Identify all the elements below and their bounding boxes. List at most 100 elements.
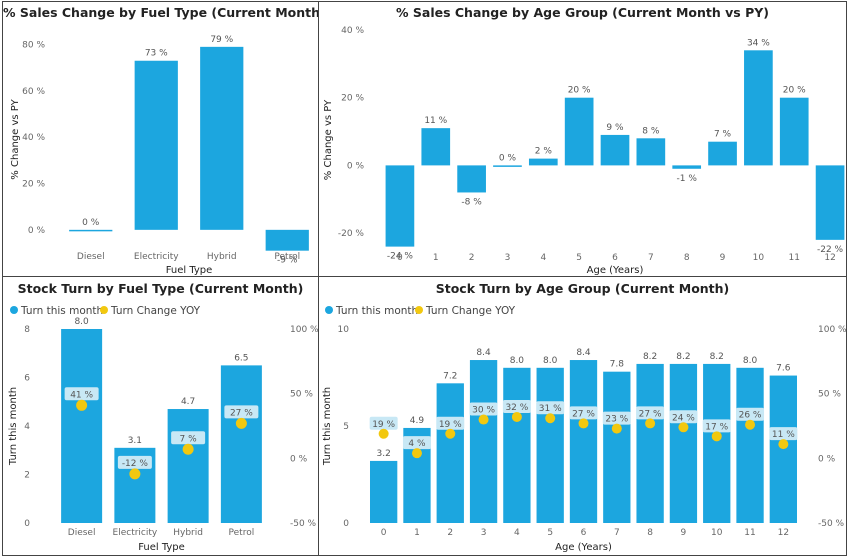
y2-tick-label: -50 % bbox=[290, 519, 317, 529]
yoy-label: 30 % bbox=[472, 406, 495, 416]
yoy-label: 19 % bbox=[439, 420, 462, 430]
x-tick-label: 4 bbox=[514, 528, 520, 538]
bar bbox=[769, 375, 798, 523]
x-tick-label: Hybrid bbox=[207, 252, 237, 262]
data-label: 9 % bbox=[606, 123, 624, 133]
y2-tick-label: 0 % bbox=[290, 454, 308, 464]
x-tick-label: 11 bbox=[744, 528, 755, 538]
yoy-dot bbox=[645, 418, 656, 429]
y2-tick-label: 100 % bbox=[818, 325, 847, 335]
bar bbox=[703, 363, 731, 523]
bar bbox=[636, 363, 664, 523]
yoy-dot bbox=[478, 414, 489, 425]
x-axis-label: Fuel Type bbox=[138, 542, 185, 553]
y-tick-label: 2 bbox=[24, 471, 30, 481]
yoy-dot bbox=[445, 428, 456, 439]
fuel-turn-chart: Turn this month Turn Change YOY 0 2 4 6 8 -50 %… bbox=[8, 305, 318, 553]
bar-value-label: 8.0 bbox=[743, 356, 758, 366]
legend-marker-yoy bbox=[415, 306, 423, 314]
x-axis-label: Age (Years) bbox=[587, 265, 644, 276]
x-axis-label: Age (Years) bbox=[555, 542, 612, 553]
yoy-label-bg bbox=[224, 405, 259, 419]
x-tick-label: 8 bbox=[684, 253, 690, 263]
bar-value-label: 8.2 bbox=[643, 352, 657, 362]
yoy-dot bbox=[511, 411, 522, 422]
yoy-label: 24 % bbox=[672, 413, 695, 423]
data-label: -24 % bbox=[387, 252, 414, 262]
bar-value-label: 8.0 bbox=[543, 356, 558, 366]
bar bbox=[369, 460, 398, 523]
y-tick-label: 0 % bbox=[28, 226, 46, 236]
yoy-label-bg bbox=[117, 455, 152, 469]
yoy-label: 27 % bbox=[230, 408, 253, 418]
y-tick-label: 0 bbox=[343, 519, 349, 529]
bar-value-label: 8.0 bbox=[510, 356, 525, 366]
bar bbox=[493, 165, 522, 167]
x-axis-label: Fuel Type bbox=[166, 265, 213, 276]
y-tick-label: 0 bbox=[24, 519, 30, 529]
bar-value-label: 8.0 bbox=[74, 317, 89, 327]
yoy-label-bg bbox=[569, 406, 598, 420]
y-tick-label: 0 % bbox=[347, 161, 365, 171]
yoy-label-bg bbox=[736, 407, 765, 421]
yoy-label-bg bbox=[502, 399, 531, 413]
bar bbox=[503, 367, 531, 523]
yoy-label: 17 % bbox=[705, 422, 728, 432]
legend-marker-turn bbox=[325, 306, 333, 314]
y-axis-label: % Change vs PY bbox=[10, 98, 21, 179]
x-tick-label: Petrol bbox=[229, 528, 255, 538]
legend-label-yoy: Turn Change YOY bbox=[110, 305, 201, 317]
fuel-sales-panel: % Sales Change by Fuel Type (Current Mon… bbox=[2, 1, 319, 277]
bar bbox=[61, 329, 103, 523]
yoy-label: 32 % bbox=[505, 403, 528, 413]
bar bbox=[469, 360, 498, 523]
yoy-label-bg bbox=[369, 416, 398, 430]
data-label: -22 % bbox=[817, 245, 844, 255]
x-tick-label: 12 bbox=[824, 253, 835, 263]
yoy-label: 27 % bbox=[572, 409, 595, 419]
bar bbox=[669, 363, 698, 523]
y-tick-label: 4 bbox=[24, 422, 30, 432]
bar bbox=[564, 97, 594, 166]
yoy-dot bbox=[235, 417, 247, 429]
x-tick-label: Electricity bbox=[134, 252, 179, 262]
y-tick-label: -20 % bbox=[338, 229, 365, 239]
x-tick-label: 8 bbox=[647, 528, 653, 538]
y-tick-label: 40 % bbox=[341, 26, 364, 36]
x-tick-label: Petrol bbox=[274, 252, 300, 262]
y-tick-label: 60 % bbox=[22, 87, 45, 97]
legend-label-turn: Turn this month bbox=[335, 305, 418, 317]
fuel-turn-panel: Stock Turn by Fuel Type (Current Month) … bbox=[2, 276, 319, 556]
yoy-label: 4 % bbox=[408, 439, 426, 449]
bar-value-label: 7.2 bbox=[443, 371, 457, 381]
yoy-dot bbox=[545, 413, 556, 424]
bar bbox=[134, 60, 178, 230]
yoy-label-bg bbox=[402, 436, 431, 450]
y-axis-label: Turn this month bbox=[322, 387, 333, 466]
bar-value-label: 4.7 bbox=[181, 397, 195, 407]
yoy-label: 19 % bbox=[372, 420, 395, 430]
x-tick-label: 2 bbox=[469, 253, 475, 263]
yoy-dot bbox=[711, 431, 722, 442]
x-tick-label: 9 bbox=[720, 253, 726, 263]
data-label: 0 % bbox=[82, 218, 100, 228]
yoy-dot bbox=[76, 399, 88, 411]
yoy-label-bg bbox=[769, 427, 798, 441]
yoy-dot bbox=[578, 418, 589, 429]
x-tick-label: Diesel bbox=[68, 528, 96, 538]
data-label: 8 % bbox=[642, 126, 660, 136]
fuel-turn-title: Stock Turn by Fuel Type (Current Month) bbox=[17, 281, 304, 296]
fuel-sales-chart: 0 % 20 % 40 % 60 % 80 % 0 % Diesel 73 % Electric… bbox=[10, 35, 309, 276]
data-label: 11 % bbox=[424, 116, 447, 126]
data-label: 0 % bbox=[499, 153, 517, 163]
legend-marker-yoy bbox=[100, 306, 108, 314]
yoy-label: 26 % bbox=[739, 411, 762, 421]
bar bbox=[436, 383, 464, 523]
bar bbox=[708, 141, 737, 166]
x-tick-label: 12 bbox=[778, 528, 789, 538]
yoy-dot bbox=[378, 428, 389, 439]
age-turn-panel: Stock Turn by Age Group (Current Month) … bbox=[318, 276, 847, 556]
age-sales-panel: % Sales Change by Age Group (Current Mon… bbox=[318, 1, 847, 277]
